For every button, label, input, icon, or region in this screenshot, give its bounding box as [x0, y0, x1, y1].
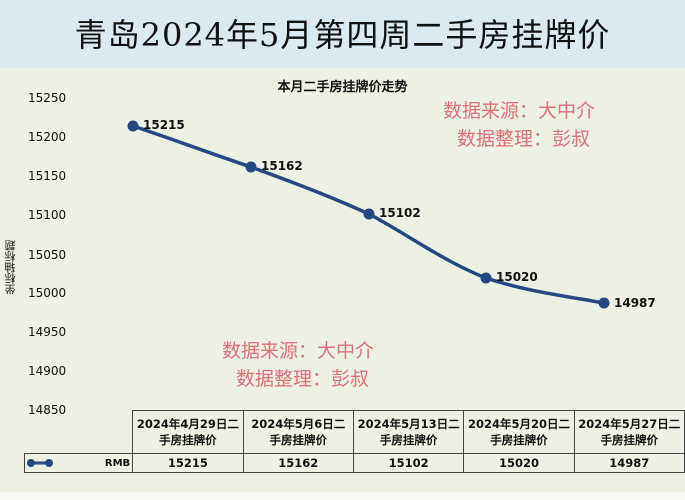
y-tick: 15050	[28, 248, 67, 262]
legend-label: RMB	[104, 457, 131, 469]
watermark-compiler: 数据整理：彭叔	[457, 128, 591, 150]
table-row: RMB 15215 15162 15102 15020 14987	[23, 453, 685, 473]
table-cell: 15020	[463, 453, 575, 473]
data-point	[363, 208, 375, 220]
table-cell: 15102	[352, 453, 465, 473]
data-point	[245, 161, 257, 173]
table-cell: 15215	[132, 453, 244, 473]
table-header-row: 2024年4月29日二手房挂牌价 2024年5月6日二手房挂牌价 2024年5月…	[24, 410, 685, 454]
data-label: 15020	[496, 270, 538, 284]
table-cell: 14987	[573, 453, 685, 473]
y-tick: 15000	[28, 286, 67, 300]
page-title: 青岛2024年5月第四周二手房挂牌价	[74, 16, 611, 54]
table-header-cell: 2024年5月6日二手房挂牌价	[242, 410, 354, 454]
table-cell: 15162	[242, 453, 354, 473]
y-tick: 15150	[28, 169, 67, 183]
watermark-source: 数据来源：大中介	[443, 100, 596, 122]
table-header-cell: 2024年5月20日二手房挂牌价	[463, 410, 575, 454]
watermark-credit: 数据来源：大中介 数据整理：彭叔	[222, 337, 374, 393]
data-point	[127, 120, 139, 132]
data-label: 15215	[143, 118, 185, 132]
y-tick: 14950	[28, 325, 67, 339]
y-tick: 15200	[28, 130, 67, 144]
y-tick: 15100	[28, 208, 67, 222]
data-point	[598, 297, 610, 309]
table-header-cell: 2024年5月13日二手房挂牌价	[352, 410, 465, 454]
watermark-credit: 数据来源：大中介 数据整理：彭叔	[443, 97, 595, 153]
bottom-strip	[0, 492, 685, 500]
watermark-source: 数据来源：大中介	[222, 340, 375, 362]
data-label: 14987	[614, 296, 656, 310]
legend-cell: RMB	[23, 453, 134, 473]
chart-title: 本月二手房挂牌价走势	[277, 80, 408, 95]
y-tick: 14900	[28, 364, 67, 378]
legend-line-icon	[27, 459, 53, 467]
header-band: 青岛2024年5月第四周二手房挂牌价	[0, 0, 685, 68]
data-label: 15162	[261, 159, 303, 173]
y-tick: 15250	[28, 91, 67, 105]
data-label: 15102	[379, 206, 421, 220]
watermark-compiler: 数据整理：彭叔	[236, 368, 370, 390]
table-header-cell: 2024年5月27日二手房挂牌价	[573, 410, 685, 454]
data-point	[480, 272, 492, 284]
table-header-cell: 2024年4月29日二手房挂牌价	[132, 410, 244, 454]
data-table: 2024年4月29日二手房挂牌价 2024年5月6日二手房挂牌价 2024年5月…	[23, 410, 685, 473]
table-corner	[24, 410, 134, 454]
